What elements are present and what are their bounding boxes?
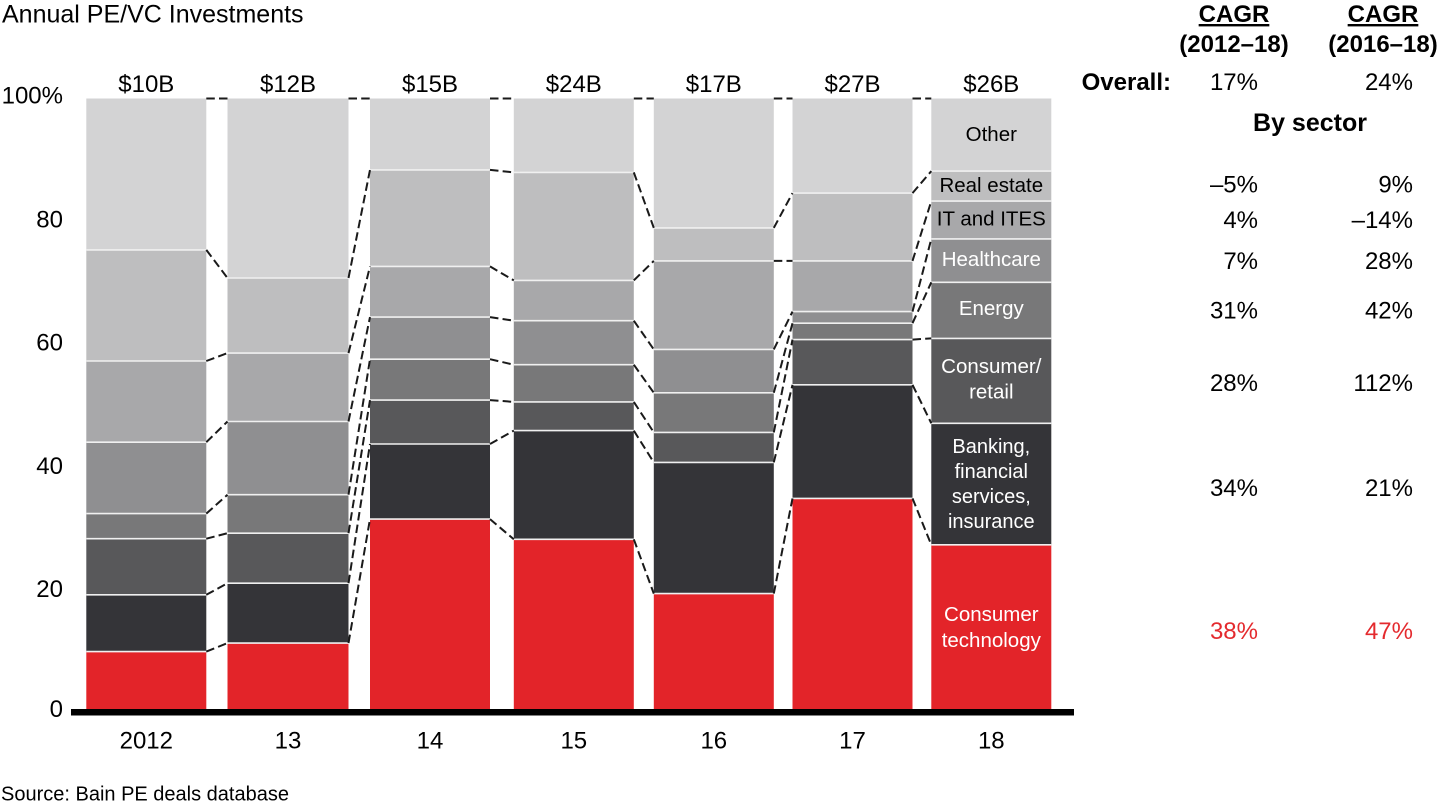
- svg-text:21%: 21%: [1365, 475, 1413, 502]
- svg-text:14: 14: [417, 728, 444, 755]
- svg-text:retail: retail: [969, 380, 1013, 403]
- svg-text:–14%: –14%: [1352, 207, 1413, 234]
- svg-text:13: 13: [275, 728, 302, 755]
- svg-text:15: 15: [560, 728, 587, 755]
- svg-text:20: 20: [36, 576, 63, 603]
- svg-text:$26B: $26B: [963, 71, 1019, 98]
- svg-text:(2012–18): (2012–18): [1179, 31, 1288, 58]
- svg-text:CAGR: CAGR: [1348, 1, 1419, 28]
- svg-text:Energy: Energy: [959, 297, 1025, 320]
- svg-text:9%: 9%: [1378, 172, 1413, 199]
- svg-text:112%: 112%: [1353, 370, 1413, 397]
- svg-text:$27B: $27B: [824, 71, 880, 98]
- svg-text:34%: 34%: [1210, 475, 1258, 502]
- svg-text:$24B: $24B: [546, 71, 602, 98]
- svg-text:IT and ITES: IT and ITES: [937, 208, 1046, 231]
- svg-text:CAGR: CAGR: [1199, 1, 1270, 28]
- svg-text:0: 0: [50, 696, 63, 723]
- svg-text:financial: financial: [955, 461, 1028, 483]
- svg-text:Source: Bain PE deals database: Source: Bain PE deals database: [1, 784, 289, 806]
- svg-text:–5%: –5%: [1210, 172, 1258, 199]
- svg-text:Real estate: Real estate: [939, 174, 1043, 197]
- svg-text:insurance: insurance: [948, 511, 1035, 533]
- svg-text:Annual PE/VC Investments: Annual PE/VC Investments: [2, 1, 304, 29]
- svg-text:By sector: By sector: [1253, 109, 1367, 137]
- svg-text:7%: 7%: [1223, 248, 1258, 275]
- svg-text:Overall:: Overall:: [1082, 69, 1171, 96]
- svg-text:$12B: $12B: [260, 71, 316, 98]
- svg-text:60: 60: [36, 330, 63, 357]
- svg-text:47%: 47%: [1365, 618, 1413, 645]
- svg-text:18: 18: [978, 728, 1005, 755]
- svg-text:Banking,: Banking,: [952, 436, 1030, 458]
- svg-text:28%: 28%: [1365, 248, 1413, 275]
- svg-text:40: 40: [36, 453, 63, 480]
- svg-text:16: 16: [700, 728, 727, 755]
- svg-text:$15B: $15B: [402, 71, 458, 98]
- svg-text:$10B: $10B: [118, 71, 174, 98]
- svg-text:38%: 38%: [1210, 618, 1258, 645]
- svg-text:17: 17: [839, 728, 866, 755]
- svg-text:$17B: $17B: [686, 71, 742, 98]
- svg-text:17%: 17%: [1210, 69, 1258, 96]
- svg-text:services,: services,: [952, 486, 1031, 508]
- svg-text:31%: 31%: [1210, 297, 1258, 324]
- svg-text:Healthcare: Healthcare: [942, 248, 1041, 271]
- svg-text:24%: 24%: [1365, 69, 1413, 96]
- svg-text:technology: technology: [942, 629, 1042, 652]
- svg-text:4%: 4%: [1223, 207, 1258, 234]
- svg-text:28%: 28%: [1210, 370, 1258, 397]
- svg-text:Other: Other: [966, 123, 1017, 146]
- svg-text:(2016–18): (2016–18): [1328, 31, 1437, 58]
- svg-text:100%: 100%: [2, 83, 63, 110]
- svg-text:42%: 42%: [1365, 297, 1413, 324]
- svg-text:2012: 2012: [120, 728, 173, 755]
- svg-text:Consumer: Consumer: [944, 603, 1039, 626]
- svg-text:Consumer/: Consumer/: [941, 355, 1042, 378]
- svg-text:80: 80: [36, 206, 63, 233]
